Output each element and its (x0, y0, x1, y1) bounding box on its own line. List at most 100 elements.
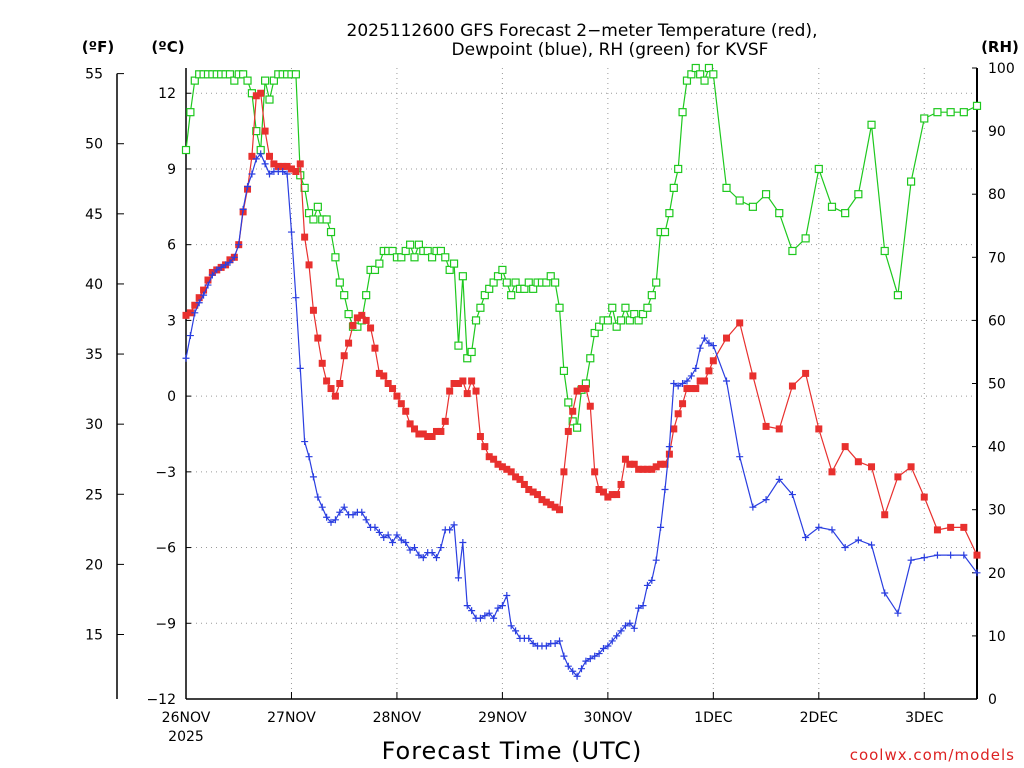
dewpoint-point (389, 539, 397, 547)
dewpoint-point (621, 622, 629, 630)
temperature-point (617, 480, 625, 488)
dewpoint-point (393, 531, 401, 539)
rh-point (608, 303, 617, 312)
celsius-unit-label: (ºC) (151, 38, 184, 56)
rh-point (630, 309, 639, 319)
series-group (181, 63, 982, 680)
dewpoint-point (692, 364, 700, 372)
celsius-tick-label: 12 (158, 86, 176, 102)
temperature-point (578, 385, 585, 393)
temperature-point (696, 377, 704, 385)
dewpoint-point (701, 334, 709, 342)
rh-point (454, 341, 463, 350)
temperature-point (907, 463, 915, 471)
rh-point (788, 246, 797, 256)
dewpoint-point (608, 637, 616, 645)
temperature-point (186, 309, 194, 317)
temperature-point (626, 460, 634, 468)
dewpoint-point (380, 533, 388, 541)
temperature-point (358, 311, 366, 319)
year-label: 2025 (168, 729, 204, 745)
temperature-point (608, 491, 616, 499)
rh-point (674, 164, 683, 174)
dewpoint-point (309, 473, 317, 481)
chart-title-line2: Dewpoint (blue), RH (green) for KVSF (452, 40, 769, 60)
rh-point (621, 303, 630, 312)
rh-point (458, 272, 467, 281)
rh-point (225, 70, 235, 79)
dewpoint-point (327, 518, 335, 526)
rh-point (665, 209, 674, 218)
rh-point (406, 240, 415, 249)
celsius-tick-label: −9 (155, 616, 176, 632)
dewpoint-point (635, 604, 643, 612)
temperature-point (582, 385, 590, 393)
temperature-series (182, 89, 981, 559)
rh-series (181, 63, 982, 432)
temperature-point (775, 425, 783, 433)
rh-point (972, 101, 982, 110)
dewpoint-point (512, 627, 520, 635)
dewpoint-point (481, 612, 489, 620)
dewpoint-point (182, 354, 190, 362)
temperature-point (424, 433, 432, 441)
temperature-point (283, 162, 291, 170)
temperature-point (270, 160, 278, 168)
dewpoint-point (362, 516, 370, 524)
rh-point (524, 278, 533, 287)
rh-point (414, 240, 424, 249)
rh-tick-label: 20 (988, 566, 1006, 582)
rh-point (669, 183, 678, 192)
rh-point (449, 259, 459, 268)
axes (116, 67, 978, 700)
dewpoint-point (498, 602, 506, 610)
temperature-point (437, 427, 445, 435)
dewpoint-point (261, 160, 269, 168)
dewpoint-point (881, 589, 889, 597)
rh-point (181, 145, 191, 155)
rh-point (476, 303, 485, 312)
celsius-tick-label: 0 (167, 389, 176, 405)
dewpoint-point (613, 632, 621, 640)
dewpoint-point (463, 602, 471, 610)
temperature-point (490, 455, 498, 463)
temperature-point (534, 491, 542, 499)
x-tick-label: 26NOV (162, 710, 211, 726)
temperature-point (191, 301, 199, 309)
temperature-point (595, 486, 603, 494)
temperature-point (389, 385, 397, 393)
fahrenheit-tick-label: 35 (85, 347, 103, 363)
rh-point (700, 76, 709, 85)
temperature-point (476, 433, 484, 441)
dewpoint-point (186, 332, 194, 340)
dewpoint-point (933, 551, 941, 559)
dewpoint-point (652, 556, 660, 564)
temperature-point (353, 314, 361, 322)
dewpoint-point (643, 581, 651, 589)
rh-point (594, 322, 604, 331)
x-tick-label: 2DEC (800, 710, 839, 726)
dewpoint-point (318, 503, 326, 511)
rh-point (704, 63, 714, 73)
temperature-point (375, 369, 383, 377)
dewpoint-point (419, 554, 427, 562)
rh-point (397, 253, 406, 262)
temperature-point (296, 160, 304, 168)
dewpoint-point (226, 258, 234, 266)
rh-tick-label: 30 (988, 503, 1006, 519)
temperature-point (331, 392, 339, 400)
temperature-point (687, 385, 695, 393)
fahrenheit-tick-label: 55 (85, 67, 103, 83)
dewpoint-point (648, 576, 656, 584)
rh-point (489, 278, 498, 287)
rh-point (520, 284, 529, 293)
dewpoint-point (384, 531, 392, 539)
rh-point (814, 164, 823, 174)
dewpoint-point (397, 536, 405, 544)
rh-tick-label: 70 (988, 250, 1006, 266)
dewpoint-point (454, 574, 462, 582)
dewpoint-point (525, 634, 533, 642)
rh-point (660, 227, 670, 237)
x-tick-label: 30NOV (584, 710, 633, 726)
dewpoint-point (468, 607, 476, 615)
